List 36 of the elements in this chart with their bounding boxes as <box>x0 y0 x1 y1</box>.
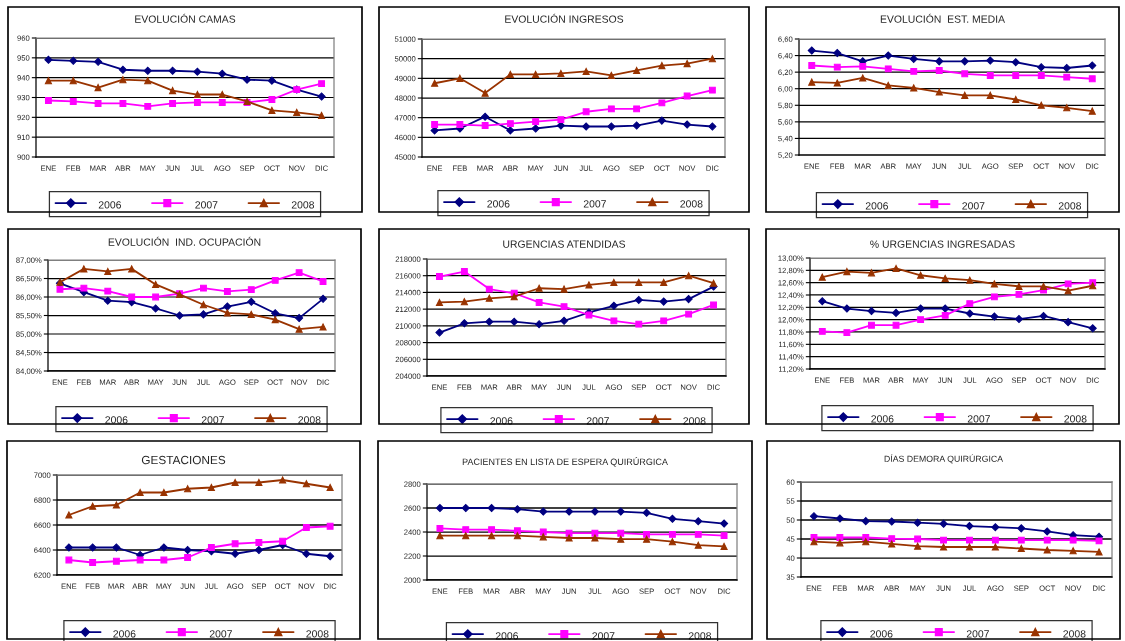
legend-label: 2007 <box>966 630 989 638</box>
chart-title: PACIENTES EN LISTA DE ESPERA QUIRÚRGICA <box>462 457 668 467</box>
legend-label: 2007 <box>586 417 609 425</box>
chart-title: EVOLUCIÓN CAMAS <box>135 13 236 23</box>
legend-label: 2007 <box>209 630 232 638</box>
chart-title: % URGENCIAS INGRESADAS <box>870 240 1015 248</box>
chart-title: DÍAS DEMORA QUIRÚRGICA <box>884 454 1004 464</box>
legend-label: 2008 <box>688 632 712 640</box>
legend-label: 2008 <box>1064 415 1087 423</box>
legend-label: 2006 <box>105 416 128 424</box>
legend-label: 2008 <box>680 200 703 208</box>
chart-title: URGENCIAS ATENDIDAS <box>503 240 626 248</box>
chart-title: EVOLUCIÓN INGRESOS <box>505 13 624 23</box>
legend-label: 2007 <box>967 415 990 423</box>
legend-label: 2006 <box>495 632 519 640</box>
legend-label: 2008 <box>683 417 706 425</box>
legend-label: 2008 <box>306 630 329 638</box>
chart-title: GESTACIONES <box>141 455 226 465</box>
legend-label: 2006 <box>870 630 893 638</box>
legend-label: 2008 <box>1063 630 1086 638</box>
legend-label: 2007 <box>201 416 224 424</box>
chart-title: EVOLUCIÓN IND. OCUPACIÓN <box>108 236 261 246</box>
legend-label: 2008 <box>298 416 321 424</box>
legend-label: 2006 <box>98 201 122 209</box>
legend-label: 2007 <box>592 632 615 640</box>
legend-label: 2006 <box>490 417 513 425</box>
legend-label: 2006 <box>487 200 510 208</box>
legend-label: 2007 <box>583 200 606 208</box>
legend-label: 2008 <box>291 201 315 209</box>
legend-label: 2007 <box>962 202 985 210</box>
legend-label: 2006 <box>113 630 136 638</box>
legend-label: 2007 <box>195 201 218 209</box>
legend-label: 2008 <box>1058 202 1082 210</box>
legend-label: 2006 <box>871 415 894 423</box>
legend-label: 2006 <box>865 202 889 210</box>
chart-title: EVOLUCIÓN EST. MEDIA <box>880 13 1005 23</box>
